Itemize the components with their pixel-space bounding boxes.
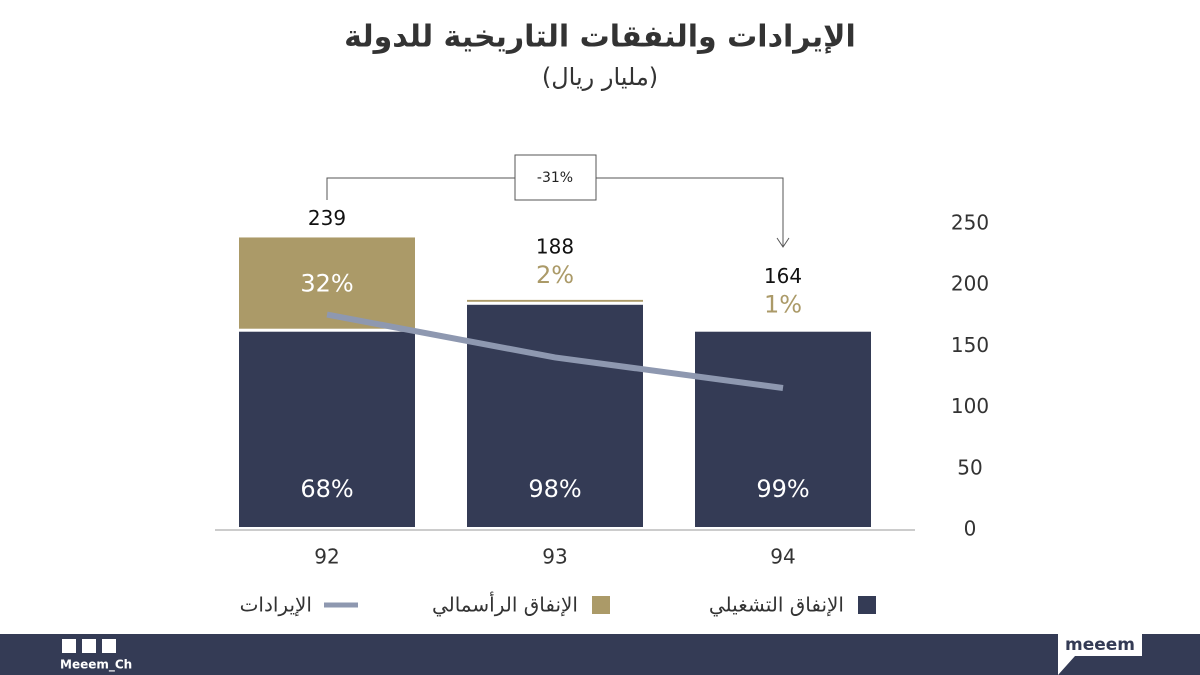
annotation-bracket: [326, 177, 515, 200]
y-tick-label: 200: [951, 272, 989, 296]
x-tick-label: 92: [314, 545, 339, 569]
bar-segment: [239, 331, 415, 527]
annotation-box: [514, 154, 597, 201]
logo: meeem: [1065, 635, 1135, 655]
annotation-text: -31%: [537, 170, 573, 186]
y-tick-label: 50: [957, 455, 982, 479]
bar-segment: [467, 299, 643, 302]
share-label: 99%: [756, 475, 809, 503]
legend-swatch: [858, 596, 876, 614]
y-tick-label: 150: [951, 333, 989, 357]
x-tick-label: 94: [770, 545, 795, 569]
bar-segment: [467, 304, 643, 527]
share-label: 32%: [300, 270, 353, 298]
chart-subtitle: (مليار ريال): [542, 63, 658, 91]
chart-title: الإيرادات والنفقات التاريخية للدولة: [344, 20, 856, 55]
annotation-arrow: [776, 237, 790, 248]
y-tick-label: 0: [964, 517, 977, 541]
legend-label: الإنفاق الرأسمالي: [432, 592, 578, 618]
share-label: 2%: [536, 261, 574, 289]
total-label: 164: [764, 264, 802, 288]
legend-label: الإيرادات: [240, 593, 312, 617]
bar-segment: [239, 237, 415, 329]
y-tick-label: 250: [951, 211, 989, 235]
bar-segment: [695, 331, 871, 527]
share-label: 98%: [528, 475, 581, 503]
social-icon: [102, 639, 116, 653]
social-icon: [82, 639, 96, 653]
y-tick-label: 100: [951, 394, 989, 418]
share-label: 68%: [300, 475, 353, 503]
social-icon: [62, 639, 76, 653]
annotation-bracket: [596, 177, 784, 246]
legend-swatch: [592, 596, 610, 614]
total-label: 188: [536, 234, 574, 258]
total-label: 239: [308, 206, 346, 230]
logo-badge: [1058, 634, 1142, 675]
brand: Meeem_Ch: [60, 658, 132, 673]
share-label: 1%: [764, 290, 802, 318]
x-tick-label: 93: [542, 545, 567, 569]
line-series: [326, 311, 784, 391]
legend-label: الإنفاق التشغيلي: [709, 593, 844, 618]
footer: [0, 634, 1200, 675]
